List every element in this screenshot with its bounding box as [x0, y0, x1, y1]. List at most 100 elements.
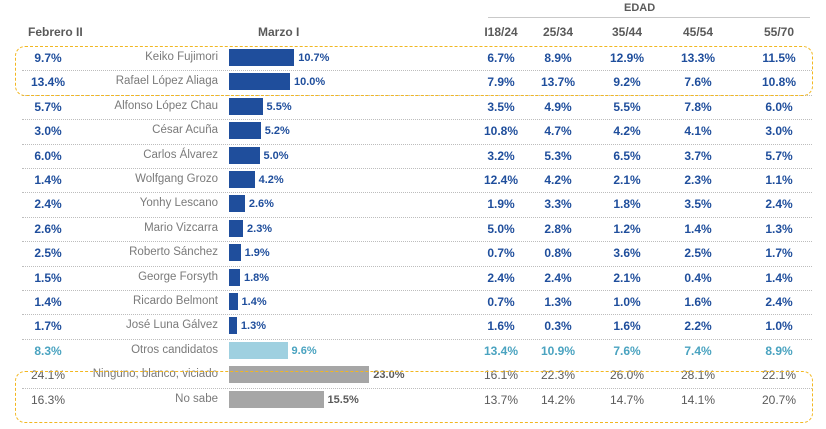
- febrero-value: 8.3%: [34, 343, 62, 358]
- age-cell: 3.7%: [684, 148, 712, 163]
- age-cell: 6.0%: [765, 99, 793, 114]
- bar-value-label: 23.0%: [373, 369, 405, 382]
- table-row: 2.6% Mario Vizcarra 2.3% 5.0% 2.8% 1.2% 1.4% 1.…: [0, 217, 826, 241]
- age-cell: 4.2%: [544, 173, 572, 187]
- age-cell: 1.0%: [765, 319, 793, 334]
- age-cell: 1.4%: [765, 270, 793, 285]
- candidate-name: Roberto Sánchez: [129, 246, 218, 259]
- bar-value-label: 10.0%: [294, 76, 326, 89]
- febrero-value: 16.3%: [30, 392, 66, 407]
- age-cell: 3.2%: [487, 148, 515, 163]
- table-row: 3.0% César Acuña 5.2% 10.8% 4.7% 4.2% 4.1% 3.0%: [0, 119, 826, 143]
- age-cell: 4.1%: [684, 124, 712, 139]
- candidate-name: Yonhy Lescano: [139, 197, 218, 210]
- age-cell: 3.0%: [765, 124, 793, 139]
- age-cell: 1.6%: [487, 319, 515, 334]
- highlight-box-bottom: [15, 371, 813, 423]
- febrero-value: 6.0%: [34, 148, 62, 163]
- age-cell: 2.5%: [684, 246, 712, 261]
- age-cell: 7.8%: [684, 99, 712, 114]
- age-cell: 7.4%: [684, 343, 712, 358]
- age-cell: 4.2%: [613, 124, 641, 139]
- bar-value-label: 5.5%: [266, 100, 292, 113]
- bar-value-label: 1.9%: [244, 247, 270, 260]
- bar-value-label: 5.0%: [263, 149, 289, 162]
- febrero-value: 1.4%: [34, 295, 62, 309]
- table-row: 2.4% Yonhy Lescano 2.6% 1.9% 3.3% 1.8% 3.5% 2.4…: [0, 192, 826, 216]
- age-cell: 9.2%: [613, 75, 641, 90]
- highlight-box-top: [15, 46, 813, 96]
- age-cell: 8.9%: [544, 51, 572, 65]
- age-cell: 7.6%: [684, 75, 712, 90]
- row-separator: [22, 168, 812, 169]
- age-cell: 8.9%: [765, 343, 793, 358]
- bar: [229, 171, 255, 188]
- age-cell: 1.9%: [487, 197, 515, 212]
- age-cell: 0.7%: [487, 295, 515, 309]
- bar: [229, 268, 240, 286]
- bar-value-label: 9.6%: [291, 344, 317, 357]
- age-cell: 4.7%: [544, 124, 572, 139]
- age-cell: 14.1%: [680, 392, 716, 407]
- table-row: 1.5% George Forsyth 1.8% 2.4% 2.4% 2.1% 0.4% 1.…: [0, 266, 826, 290]
- age-cell: 13.3%: [680, 51, 716, 65]
- candidate-name: César Acuña: [152, 124, 218, 137]
- age-cell: 2.3%: [684, 173, 712, 187]
- age-cell: 2.4%: [765, 295, 793, 309]
- table-row: 1.4% Ricardo Belmont 1.4% 0.7% 1.3% 1.0% 1.6% 2…: [0, 290, 826, 314]
- age-cell: 2.4%: [544, 270, 572, 285]
- age-cell: 1.3%: [765, 221, 793, 236]
- age-group-header: 45/54: [682, 25, 714, 39]
- age-cell: 1.0%: [613, 295, 641, 309]
- bar: [229, 146, 260, 164]
- bar-value-label: 5.2%: [264, 125, 290, 138]
- febrero-value: 13.4%: [30, 75, 66, 90]
- age-cell: 5.3%: [544, 148, 572, 163]
- bar-value-label: 2.6%: [248, 198, 274, 211]
- bar: [229, 366, 370, 384]
- febrero-value: 1.7%: [34, 319, 62, 334]
- bar-value-label: 1.8%: [243, 271, 270, 284]
- febrero-value: 2.6%: [34, 221, 62, 236]
- age-cell: 1.3%: [544, 295, 572, 309]
- bar: [229, 390, 324, 408]
- age-cell: 3.5%: [684, 197, 712, 212]
- age-cell: 0.4%: [684, 270, 712, 285]
- age-cell: 11.5%: [762, 51, 796, 65]
- age-group-header: I18/24: [484, 25, 518, 39]
- bar: [229, 97, 263, 115]
- table-row: 8.3% Otros candidatos 9.6% 13.4% 10.9% 7.6% 7.…: [0, 339, 826, 363]
- candidate-name: Otros candidatos: [131, 343, 218, 356]
- age-cell: 20.7%: [761, 392, 797, 407]
- row-separator: [22, 143, 812, 145]
- table-row: 9.7% Keiko Fujimori 10.7% 6.7% 8.9% 12.9% 13.3…: [0, 46, 826, 70]
- age-cell: 2.1%: [613, 270, 641, 285]
- table-row: 5.7% Alfonso López Chau 5.5% 3.5% 4.9% 5.5% 7.…: [0, 95, 826, 119]
- febrero-value: 2.4%: [34, 197, 62, 212]
- edad-header: EDAD: [624, 2, 656, 14]
- age-cell: 5.0%: [487, 221, 515, 236]
- febrero-value: 1.5%: [34, 270, 62, 285]
- row-separator: [22, 314, 812, 316]
- age-cell: 1.6%: [613, 319, 641, 334]
- edad-divider: [488, 17, 810, 18]
- age-cell: 10.9%: [540, 343, 576, 358]
- row-separator: [22, 265, 812, 267]
- febrero-value: 1.4%: [34, 173, 62, 187]
- candidate-name: Carlos Álvarez: [143, 148, 218, 161]
- bar: [229, 244, 241, 262]
- febrero-value: 3.0%: [34, 124, 62, 139]
- bar-value-label: 2.3%: [247, 222, 273, 235]
- age-cell: 13.7%: [483, 392, 519, 407]
- row-separator: [22, 192, 812, 194]
- age-cell: 2.8%: [544, 221, 572, 236]
- row-separator: [22, 241, 812, 243]
- age-cell: 1.8%: [613, 197, 641, 212]
- bar: [229, 219, 244, 237]
- age-cell: 13.4%: [483, 343, 519, 358]
- age-cell: 2.4%: [765, 197, 793, 212]
- table-row: 16.3% No sabe 15.5% 13.7% 14.2% 14.7% 14.1% 20.…: [0, 388, 826, 412]
- age-cell: 1.1%: [765, 173, 793, 187]
- row-separator: [22, 70, 812, 72]
- age-cell: 3.5%: [487, 99, 515, 114]
